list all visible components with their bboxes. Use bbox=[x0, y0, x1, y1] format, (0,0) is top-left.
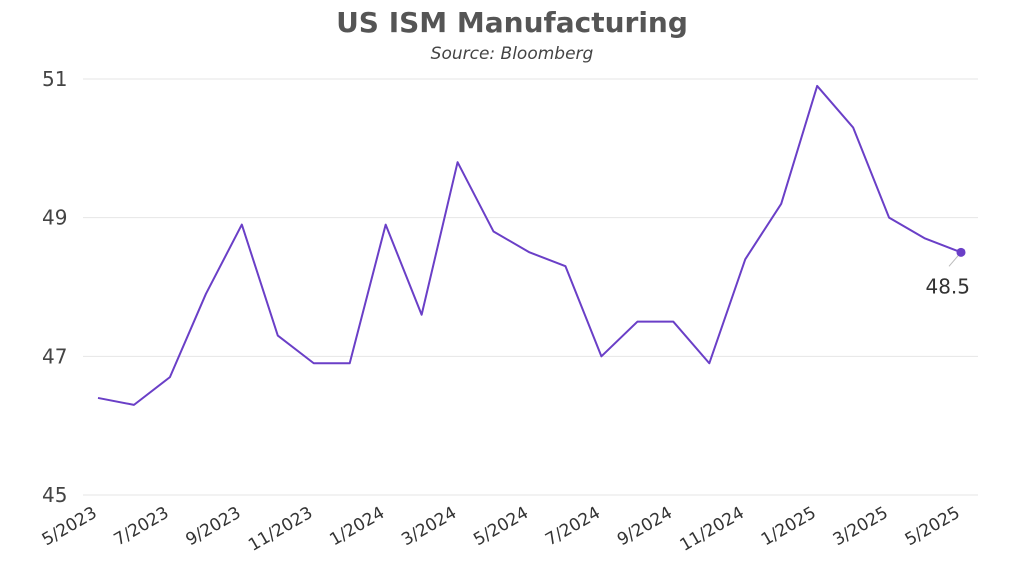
x-tick-label: 5/2023 bbox=[39, 503, 101, 550]
x-tick-label: 7/2024 bbox=[542, 503, 604, 550]
chart-subtitle: Source: Bloomberg bbox=[430, 44, 594, 64]
y-tick-label: 49 bbox=[42, 206, 67, 230]
y-tick-label: 51 bbox=[42, 67, 67, 91]
x-tick-label: 9/2023 bbox=[183, 503, 245, 550]
x-tick-label: 3/2025 bbox=[830, 503, 892, 550]
y-axis-ticks: 45 47 49 51 bbox=[42, 67, 67, 507]
x-tick-label: 5/2024 bbox=[470, 503, 532, 550]
y-tick-label: 45 bbox=[42, 483, 67, 507]
x-tick-label: 11/2024 bbox=[677, 503, 748, 556]
series-line bbox=[97, 84, 962, 406]
x-tick-label: 1/2025 bbox=[758, 503, 820, 550]
y-tick-label: 47 bbox=[42, 344, 67, 368]
x-tick-label: 9/2024 bbox=[614, 503, 676, 550]
chart-title: US ISM Manufacturing bbox=[336, 6, 688, 39]
x-axis-ticks: 5/2023 7/2023 9/2023 11/2023 1/2024 3/2024 5/2… bbox=[39, 503, 964, 556]
x-tick-label: 3/2024 bbox=[398, 503, 460, 550]
x-tick-label: 11/2023 bbox=[245, 503, 316, 556]
x-tick-label: 1/2024 bbox=[326, 503, 388, 550]
last-point-marker bbox=[956, 247, 966, 257]
annotations: 48.5 bbox=[925, 247, 970, 298]
x-tick-label: 5/2025 bbox=[902, 503, 964, 550]
series-group bbox=[97, 84, 962, 406]
gridlines bbox=[83, 78, 978, 496]
data-label: 48.5 bbox=[925, 274, 970, 298]
x-tick-label: 7/2023 bbox=[111, 503, 173, 550]
